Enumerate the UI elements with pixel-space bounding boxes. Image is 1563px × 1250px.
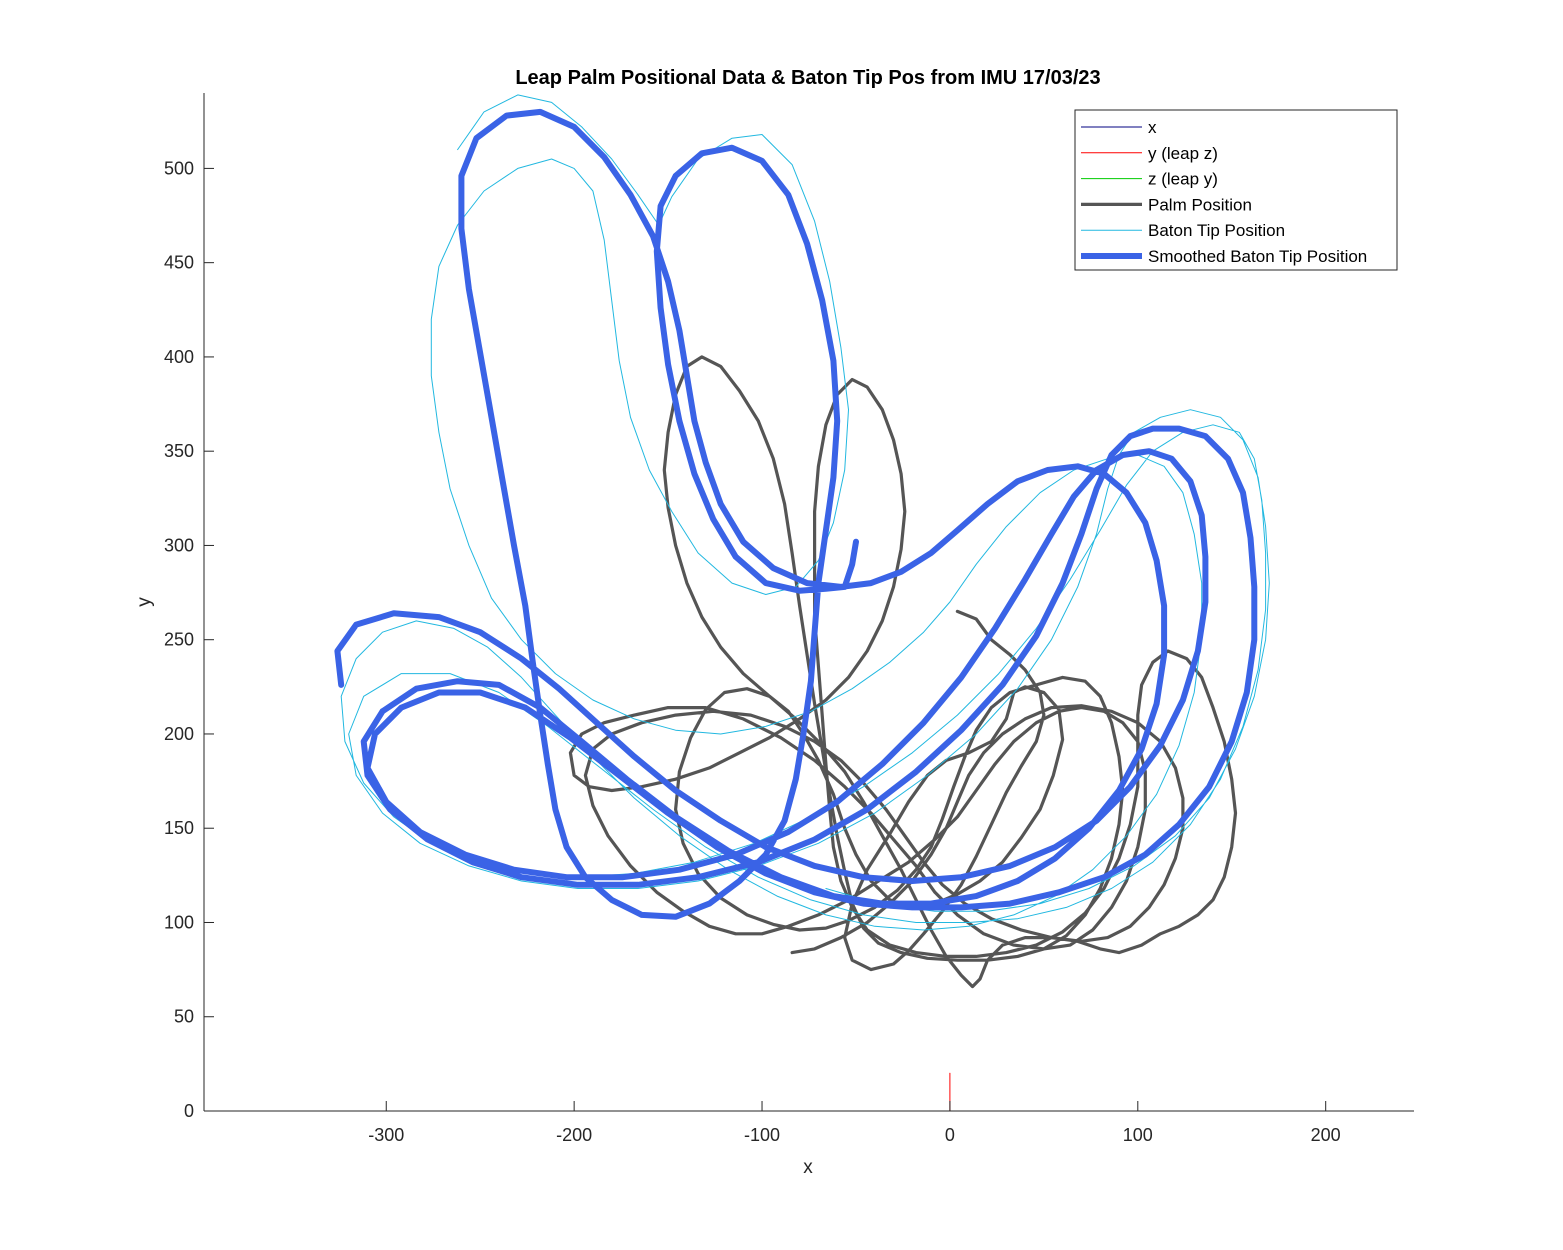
legend-label: Smoothed Baton Tip Position xyxy=(1148,247,1367,266)
y-ticks: 0 50 100 150 200 250 300 350 400 450 500 xyxy=(164,158,214,1121)
legend-label: y (leap z) xyxy=(1148,144,1218,163)
x-tick-label: -100 xyxy=(744,1125,780,1145)
y-axis-label: y xyxy=(134,597,155,607)
y-tick-label: 0 xyxy=(184,1101,194,1121)
chart-title: Leap Palm Positional Data & Baton Tip Po… xyxy=(515,67,1100,89)
y-tick-label: 500 xyxy=(164,158,194,178)
y-tick-label: 150 xyxy=(164,818,194,838)
x-tick-label: 0 xyxy=(945,1125,955,1145)
y-tick-label: 100 xyxy=(164,912,194,932)
legend-entries: x y (leap z) z (leap y) Palm Position Baton … xyxy=(1081,118,1367,266)
series-palm-position xyxy=(568,355,1238,989)
y-tick-label: 350 xyxy=(164,441,194,461)
y-tick-label: 400 xyxy=(164,347,194,367)
x-tick-label: 100 xyxy=(1123,1125,1153,1145)
series-smoothed-baton-tip-position xyxy=(334,108,1258,920)
x-tick-label: -300 xyxy=(368,1125,404,1145)
x-ticks: -300 -200 -100 0 100 200 xyxy=(368,1101,1341,1145)
legend-label: x xyxy=(1148,118,1157,137)
y-tick-label: 250 xyxy=(164,630,194,650)
legend-label: Baton Tip Position xyxy=(1148,221,1285,240)
x-tick-label: -200 xyxy=(556,1125,592,1145)
series-layer xyxy=(334,94,1270,1112)
x-axis-label: x xyxy=(803,1157,813,1178)
plot-area xyxy=(334,94,1270,1112)
legend: x y (leap z) z (leap y) Palm Position Baton … xyxy=(1074,109,1398,271)
y-tick-label: 200 xyxy=(164,724,194,744)
axes: -300 -200 -100 0 100 200 0 50 100 150 200 250 300 35… xyxy=(164,93,1414,1145)
y-tick-label: 450 xyxy=(164,253,194,273)
legend-box xyxy=(1074,109,1398,271)
legend-label: Palm Position xyxy=(1148,195,1252,214)
y-tick-label: 300 xyxy=(164,535,194,555)
legend-label: z (leap y) xyxy=(1148,170,1218,189)
y-tick-label: 50 xyxy=(174,1007,194,1027)
x-tick-label: 200 xyxy=(1311,1125,1341,1145)
